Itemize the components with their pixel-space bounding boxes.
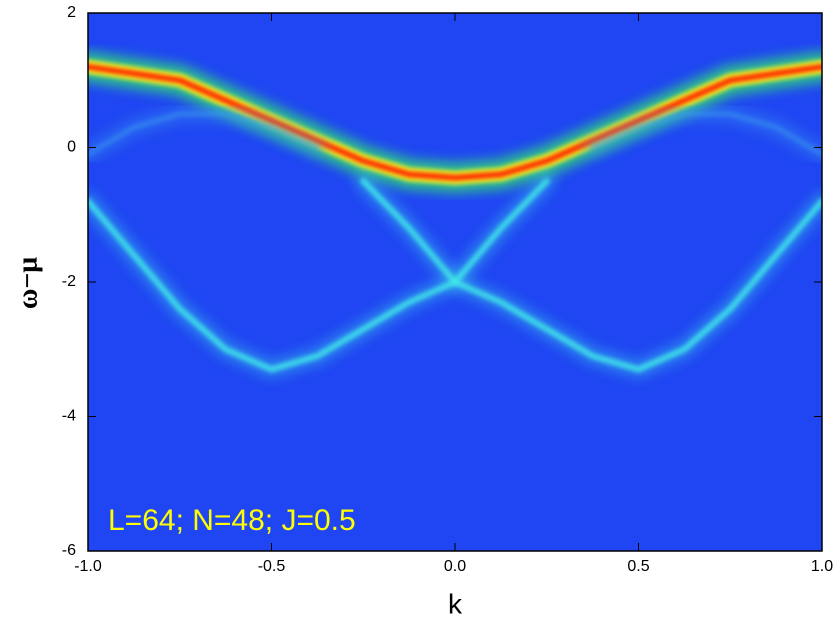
x-tick-label: -0.5 [258,558,286,575]
band [88,172,556,379]
annotation: L=64; N=48; J=0.5 [108,504,356,537]
x-tick-label: 0.5 [627,558,649,575]
y-tick-label: 0 [67,139,76,156]
x-axis-label: k [448,588,463,619]
band-line [88,63,822,181]
x-tick-label: 0.0 [444,558,466,575]
plot-area [88,51,822,379]
y-axis-label: ω−μ [12,257,43,309]
band [88,51,822,193]
axes: -1.0 -0.5 0.0 0.5 1.0 -6 -4 -2 0 2 [62,4,833,575]
x-tick-label: -1.0 [74,558,102,575]
band [88,104,822,164]
band-line [88,111,822,157]
band-line [360,178,822,373]
y-tick-label: -4 [62,408,76,425]
band [354,172,822,379]
band-line [88,178,550,373]
y-tick-label: -6 [62,542,76,559]
y-tick-label: 2 [67,4,76,21]
x-tick-label: 1.0 [811,558,833,575]
y-tick-label: -2 [62,273,76,290]
